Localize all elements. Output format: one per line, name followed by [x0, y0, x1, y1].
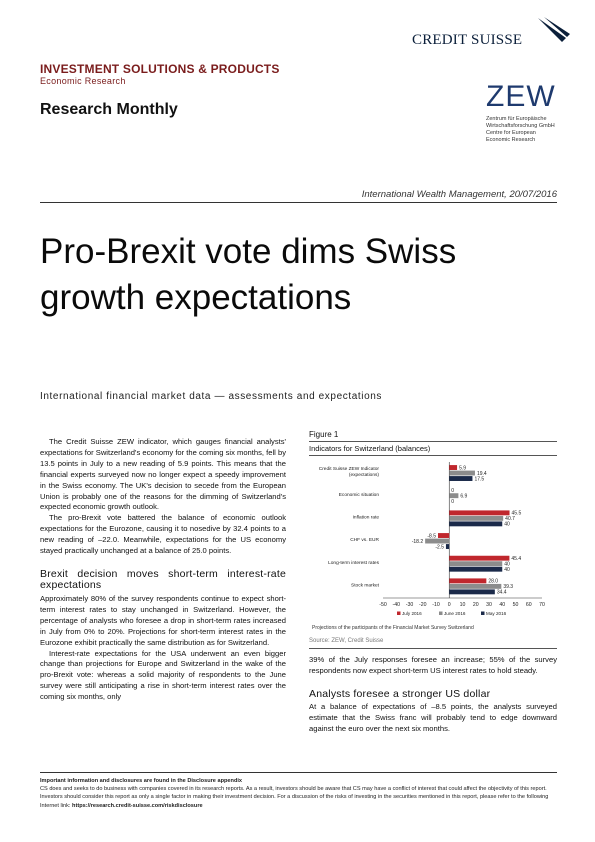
figure-source: Source: ZEW, Credit Suisse: [309, 638, 384, 644]
bar-july-2016: [449, 578, 487, 584]
unit-name: Economic Research: [40, 76, 126, 86]
bar-may-2016: [449, 476, 473, 481]
data-label: 28.0: [488, 579, 498, 585]
x-tick-label: 50: [513, 602, 519, 608]
category-label: CHF vs. EUR: [350, 537, 379, 543]
bar-july-2016: [449, 555, 510, 561]
x-tick-label: 10: [460, 602, 466, 608]
paragraph: The pro-Brexit vote battered the balance…: [40, 513, 286, 556]
category-label: Credit Suisse ZEW Indicator: [319, 466, 380, 472]
bar-july-2016: [449, 510, 510, 516]
credit-suisse-sails-icon: [538, 17, 570, 42]
category-label: Economic situation: [339, 492, 380, 498]
bar-june-2016: [449, 583, 502, 589]
bar-may-2016: [449, 566, 503, 572]
legend-label: June 2016: [444, 611, 466, 616]
bar-june-2016: [449, 493, 459, 499]
paragraph: At a balance of expectations of –8.5 poi…: [309, 702, 557, 734]
bar-chart: -50 -40 -30 -20 -10 0 10 20 30 40 50 60 70 Credit Sui…: [319, 462, 545, 616]
figure-note: Projections of the participants of the F…: [312, 625, 474, 631]
zew-sub-line: Centre for European: [486, 130, 536, 136]
x-tick-label: -20: [419, 602, 427, 608]
disclosure-link[interactable]: https://research.credit-suisse.com/riskd…: [72, 802, 203, 809]
bar-july-2016: [437, 533, 450, 538]
x-tick-label: -30: [406, 602, 414, 608]
data-label: 39.3: [503, 584, 513, 590]
figure-label: Figure 1: [309, 430, 339, 439]
x-tick-label: -10: [432, 602, 440, 608]
zew-logo: ZEW: [486, 80, 556, 113]
disclosure-footer: Important information and disclosures ar…: [40, 772, 557, 810]
paragraph: Interest-rate expectations for the USA u…: [40, 648, 286, 702]
header-divider: [40, 202, 557, 203]
disclosure-text: CS does and seeks to do business with co…: [40, 786, 549, 809]
data-label: 0: [451, 499, 454, 505]
data-label: 5.9: [459, 465, 466, 471]
x-tick-label: 0: [448, 602, 451, 608]
figure-divider: [309, 648, 557, 649]
bar-july-2016: [449, 465, 458, 470]
legend-swatch: [439, 611, 443, 615]
x-tick-label: 40: [499, 602, 505, 608]
paragraph: 39% of the July responses foresee an inc…: [309, 655, 557, 675]
bar-june-2016: [425, 538, 450, 544]
data-label: 40: [504, 567, 510, 573]
zew-sub-line: Wirtschaftsforschung GmbH: [486, 123, 555, 129]
category-label: Long-term interest rates: [328, 560, 380, 566]
zew-subtitle: Zentrum für Europäische Wirtschaftsforsc…: [486, 116, 566, 144]
subtitle: International financial market data — as…: [40, 391, 382, 402]
disclosure-heading: Important information and disclosures ar…: [40, 778, 243, 784]
x-tick-label: 60: [526, 602, 532, 608]
x-tick-label: -40: [393, 602, 401, 608]
data-label: 17.5: [474, 476, 484, 482]
figure-header: Figure 1 Indicators for Switzerland (bal…: [309, 430, 557, 456]
x-tick-label: 30: [486, 602, 492, 608]
data-label: -18.2: [412, 539, 424, 545]
left-column: The Credit Suisse ZEW indicator, which g…: [40, 437, 286, 703]
x-tick-label: -50: [379, 602, 387, 608]
bar-may-2016: [449, 521, 503, 527]
data-label: 6.9: [460, 493, 467, 499]
data-label: 0: [451, 488, 454, 494]
legend-label: May 2016: [486, 611, 507, 616]
division-name: INVESTMENT SOLUTIONS & PRODUCTS: [40, 62, 280, 76]
category-label: (expectations): [349, 472, 380, 478]
section-heading: Analysts foresee a stronger US dollar: [309, 687, 491, 700]
zew-sub-line: Zentrum für Europäische: [486, 116, 547, 122]
legend-swatch: [397, 611, 401, 615]
legend-swatch: [481, 611, 485, 615]
category-label: Stock market: [351, 582, 380, 588]
data-label: -8.5: [427, 533, 436, 539]
data-label: 45.5: [512, 511, 522, 517]
data-label: 19.4: [477, 471, 487, 477]
right-column: 39% of the July responses foresee an inc…: [309, 655, 557, 735]
credit-suisse-logo-text: CREDIT SUISSE: [412, 32, 523, 48]
data-label: 40: [504, 522, 510, 528]
bar-may-2016: [445, 544, 450, 549]
figure-title: Indicators for Switzerland (balances): [309, 441, 557, 456]
x-tick-label: 20: [473, 602, 479, 608]
legend-label: July 2016: [402, 611, 422, 616]
bar-june-2016: [449, 470, 475, 476]
data-label: 40: [504, 561, 510, 567]
data-label: 45.4: [511, 556, 521, 562]
headline: Pro-Brexit vote dims Swiss growth expect…: [40, 232, 457, 317]
data-label: 40.7: [505, 516, 515, 522]
paragraph: The Credit Suisse ZEW indicator, which g…: [40, 437, 286, 512]
data-label: -2.5: [435, 544, 444, 550]
bar-may-2016: [449, 589, 495, 595]
paragraph: Approximately 80% of the survey responde…: [40, 593, 286, 647]
section-heading: Brexit decision moves short-term interes…: [40, 567, 286, 592]
x-tick-label: 70: [539, 602, 545, 608]
data-label: 34.4: [497, 590, 507, 596]
category-label: Inflation rate: [353, 514, 380, 520]
zew-sub-line: Economic Research: [486, 137, 536, 143]
publication-title: Research Monthly: [40, 101, 178, 118]
bar-june-2016: [449, 515, 504, 521]
dateline: International Wealth Management, 20/07/2…: [361, 189, 557, 200]
bar-june-2016: [449, 561, 503, 567]
